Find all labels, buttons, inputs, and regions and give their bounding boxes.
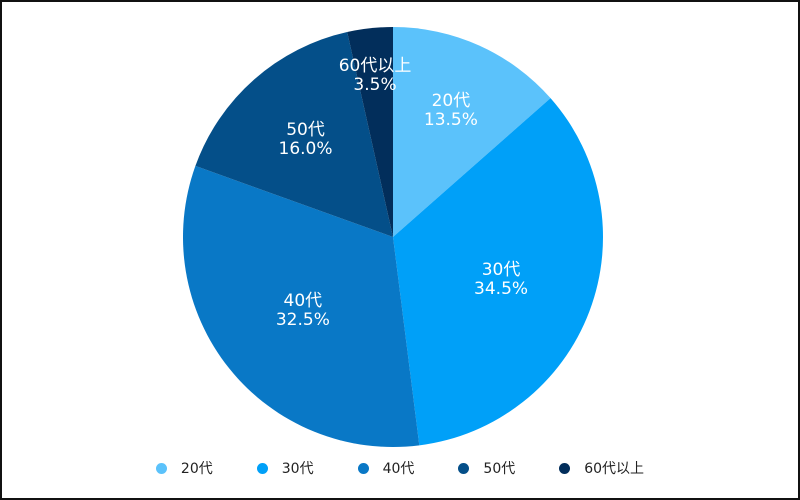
legend-swatch [559,462,571,474]
legend-item: 20代 [155,458,213,478]
pie-slices [182,27,603,447]
legend-label: 30代 [281,461,314,477]
legend-label: 60代以上 [584,461,645,477]
legend-swatch [458,462,470,474]
slice-category-label: 30代 [482,260,521,280]
slice-category-label: 20代 [432,91,471,111]
legend-label: 20代 [180,461,213,477]
slice-value-label: 32.5% [276,310,330,330]
slice-category-label: 40代 [284,291,323,311]
slice-value-label: 13.5% [424,110,478,130]
legend-swatch [256,462,268,474]
slice-value-label: 3.5% [353,75,396,95]
chart-legend: 20代 30代 40代 50代 60代以上 [0,456,800,480]
legend-item: 40代 [357,458,415,478]
pie-slice-4 [195,32,393,237]
legend-item: 50代 [458,458,515,478]
legend-item: 30代 [256,458,314,478]
slice-value-label: 34.5% [474,279,528,299]
legend-label: 40代 [382,461,415,477]
pie-slice-5 [347,27,393,237]
legend-swatch [357,462,369,474]
slice-category-label: 60代以上 [339,56,412,76]
pie-slice-1 [393,27,551,237]
legend-label: 50代 [483,461,516,477]
slice-value-label: 16.0% [279,139,333,159]
pie-slice-3 [182,165,420,447]
legend-item: 60代以上 [559,458,644,478]
legend-swatch [155,462,167,474]
slice-category-label: 50代 [286,120,325,140]
pie-slice-2 [393,98,603,446]
